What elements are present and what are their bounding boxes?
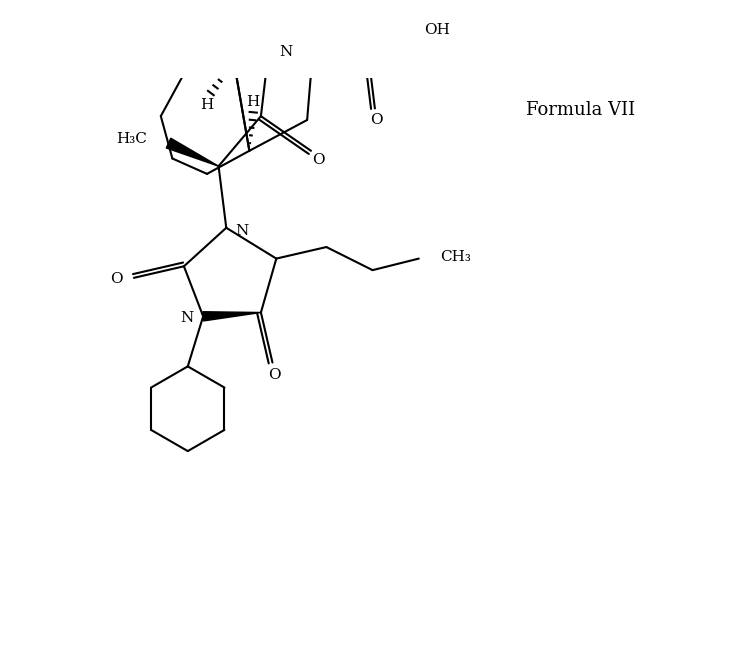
Text: CH₃: CH₃: [441, 250, 471, 264]
Text: O: O: [268, 368, 280, 382]
Text: O: O: [370, 113, 383, 127]
Text: H: H: [247, 94, 260, 109]
Polygon shape: [311, 53, 370, 74]
Polygon shape: [166, 138, 218, 166]
Text: O: O: [111, 272, 123, 287]
Text: N: N: [280, 45, 292, 60]
Text: H₃C: H₃C: [116, 132, 147, 146]
Text: Formula VII: Formula VII: [526, 101, 635, 119]
Text: N: N: [181, 311, 194, 325]
Text: N: N: [236, 224, 249, 238]
Text: OH: OH: [424, 23, 450, 37]
Text: O: O: [313, 153, 325, 167]
Text: H: H: [200, 98, 214, 111]
Polygon shape: [203, 312, 261, 321]
